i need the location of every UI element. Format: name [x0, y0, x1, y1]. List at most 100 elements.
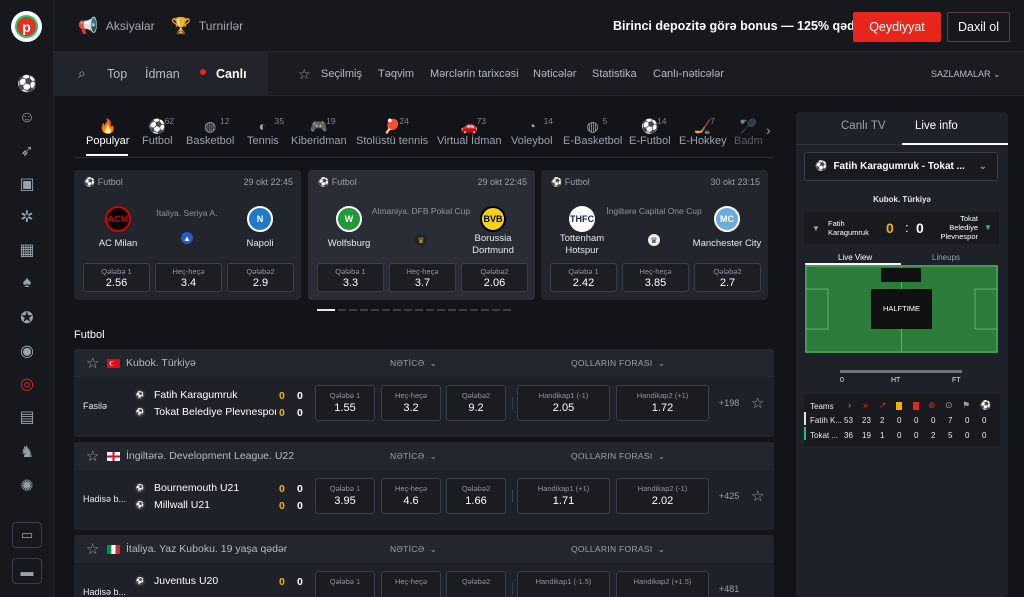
carousel-dot[interactable] — [382, 309, 390, 311]
match-row[interactable]: ☆ İtaliya. Yaz Kuboku. 19 yaşa qədər NƏT… — [74, 535, 774, 597]
favorite-star-icon[interactable]: ☆ — [86, 448, 100, 465]
result-column-header[interactable]: NƏTİCƏ ⌄ — [390, 544, 438, 554]
favorite-star-icon[interactable]: ☆ — [86, 541, 100, 558]
odd-draw[interactable]: Heç-heçə 3.4 — [155, 263, 222, 292]
odd-handicap1[interactable]: Handikap1 (-1) 2.05 — [517, 385, 610, 421]
football-icon[interactable]: ⚽ — [17, 76, 37, 93]
odd-away[interactable]: Qələbə2 9.2 — [446, 385, 506, 421]
category-volleyball[interactable]: ◔ 14 Voleybol — [511, 116, 553, 147]
tab-live-tv[interactable]: Canlı TV — [841, 120, 886, 132]
carousel-dot[interactable] — [393, 309, 401, 311]
more-markets-link[interactable]: +481 — [719, 584, 740, 594]
category-virtual[interactable]: 🚗 73 Virtual İdman — [437, 116, 502, 147]
brand-logo[interactable]: p — [11, 11, 42, 42]
tab-top[interactable]: Top — [107, 67, 128, 81]
category-badminton[interactable]: 🏸 Badm — [734, 118, 763, 147]
ball-icon[interactable]: ◉ — [20, 343, 34, 360]
odd-home[interactable]: Qələbə 1 3.95 — [315, 478, 375, 514]
horse-icon[interactable]: ♞ — [19, 444, 35, 461]
tab-live-info[interactable]: Live info — [915, 120, 958, 132]
match-selector[interactable]: ⚽ Fatih Karagumruk - Tokat ... ⌄ — [804, 152, 998, 181]
settings-dropdown[interactable]: SAZLAMALAR ⌄ — [931, 68, 1001, 80]
category-popular[interactable]: 🔥 Populyar — [86, 118, 129, 147]
link-live-results[interactable]: Canlı-nəticələr — [653, 68, 724, 80]
user-icon[interactable]: ☺ — [18, 109, 36, 126]
odd-home[interactable]: Qələbə 1 1.55 — [315, 385, 375, 421]
link-favorites[interactable]: Seçilmiş — [321, 68, 362, 80]
soccer-ball-icon[interactable]: ✺ — [20, 478, 34, 495]
carousel-dot[interactable] — [437, 309, 445, 311]
odd-away[interactable]: Qələbə2 — [446, 571, 506, 597]
odd-away[interactable]: Qələbə2 1.66 — [446, 478, 506, 514]
carousel-dot[interactable] — [349, 309, 357, 311]
coupon-icon[interactable]: ▤ — [19, 409, 35, 426]
tournaments-link[interactable]: 🏆 Turnirlər — [171, 0, 243, 52]
wheel-icon[interactable]: ✲ — [20, 209, 34, 226]
odd-home[interactable]: Qələbə 1 2.56 — [83, 263, 150, 292]
chevron-right-icon[interactable]: › — [766, 122, 771, 138]
carousel-dot[interactable] — [404, 309, 412, 311]
odd-handicap1[interactable]: Handikap1 (-1.5) — [517, 571, 610, 597]
odd-handicap2[interactable]: Handikap2 (-1) 2.02 — [616, 478, 709, 514]
category-football[interactable]: ⚽ 62 Futbol — [142, 116, 174, 147]
carousel-pagination[interactable] — [317, 309, 511, 311]
login-button[interactable]: Daxil ol — [947, 12, 1010, 42]
bonus-promo[interactable]: Birinci depozitə görə bonus — 125% qədər — [613, 19, 867, 33]
category-e-football[interactable]: ⚽ 14 E-Futbol — [629, 116, 671, 147]
handicap-column-header[interactable]: QOLLARIN FORASI ⌄ — [571, 358, 666, 368]
favorite-star-icon[interactable]: ☆ — [751, 395, 765, 412]
carousel-dot[interactable] — [371, 309, 379, 311]
wallet-icon[interactable]: ▬ — [12, 558, 42, 584]
carousel-dot[interactable] — [481, 309, 489, 311]
chat-icon[interactable]: ▭ — [12, 522, 42, 548]
search-icon[interactable]: ⌕ — [78, 65, 86, 81]
rocket-icon[interactable]: ➶ — [20, 143, 34, 160]
odd-handicap2[interactable]: Handikap2 (+1.5) — [616, 571, 709, 597]
carousel-dot[interactable] — [360, 309, 368, 311]
odd-handicap2[interactable]: Handikap2 (+1) 1.72 — [616, 385, 709, 421]
tab-live-view[interactable]: Live View — [838, 253, 873, 262]
result-column-header[interactable]: NƏTİCƏ ⌄ — [390, 451, 438, 461]
link-bet-history[interactable]: Mərclərin tarixcəsi — [430, 68, 519, 80]
tab-sport[interactable]: İdman — [145, 67, 180, 81]
odd-home[interactable]: Qələbə 1 2.42 — [550, 263, 617, 292]
result-column-header[interactable]: NƏTİCƏ ⌄ — [390, 358, 438, 368]
carousel-dot[interactable] — [459, 309, 467, 311]
odd-draw[interactable]: Heç-heçə — [381, 571, 441, 597]
link-results[interactable]: Nəticələr — [533, 68, 577, 80]
featured-match-card[interactable]: ⚽ Futbol 30 okt 23:15 THFC MC İngiltərə … — [541, 170, 768, 300]
odd-draw[interactable]: Heç-heçə 3.7 — [389, 263, 456, 292]
odd-away[interactable]: Qələbə2 2.06 — [461, 263, 528, 292]
favorite-star-icon[interactable]: ☆ — [86, 355, 100, 372]
carousel-dot[interactable] — [317, 309, 335, 311]
carousel-dot[interactable] — [470, 309, 478, 311]
odd-home[interactable]: Qələbə 1 — [315, 571, 375, 597]
odd-away[interactable]: Qələbə2 2.7 — [694, 263, 761, 292]
odd-home[interactable]: Qələbə 1 3.3 — [317, 263, 384, 292]
star-icon[interactable]: ☆ — [298, 65, 311, 82]
tv-icon[interactable]: ▣ — [19, 176, 35, 193]
handicap-column-header[interactable]: QOLLARIN FORASI ⌄ — [571, 544, 666, 554]
cards-icon[interactable]: ♠ — [22, 274, 32, 291]
slot-icon[interactable]: ▦ — [19, 242, 35, 259]
featured-match-card[interactable]: ⚽ Futbol 29 okt 22:45 W BVB Almaniya. DF… — [308, 170, 535, 300]
category-tennis[interactable]: ◐ 35 Tennis — [247, 116, 284, 147]
match-row[interactable]: ☆ Kubok. Türkiyə NƏTİCƏ ⌄ QOLLARIN FORAS… — [74, 349, 774, 437]
category-basketball[interactable]: ◍ 12 Basketbol — [186, 116, 234, 147]
carousel-dot[interactable] — [415, 309, 423, 311]
esports-icon[interactable]: ✪ — [20, 310, 34, 327]
carousel-dot[interactable] — [448, 309, 456, 311]
carousel-dot[interactable] — [338, 309, 346, 311]
link-statistics[interactable]: Statistika — [592, 68, 637, 80]
category-table-tennis[interactable]: 🏓 24 Stolüstü tennis — [356, 116, 428, 147]
carousel-dot[interactable] — [492, 309, 500, 311]
odd-draw[interactable]: Heç-heçə 4.6 — [381, 478, 441, 514]
match-row[interactable]: ☆ İngiltərə. Development League. U22 NƏT… — [74, 442, 774, 530]
tab-lineups[interactable]: Lineups — [932, 253, 961, 262]
more-markets-link[interactable]: +198 — [719, 398, 740, 408]
register-button[interactable]: Qeydiyyat — [853, 12, 941, 42]
odd-draw[interactable]: Heç-heçə 3.2 — [381, 385, 441, 421]
category-e-hockey[interactable]: 🏒 7 E-Hokkey — [679, 116, 727, 147]
more-markets-link[interactable]: +425 — [719, 491, 740, 501]
handicap-column-header[interactable]: QOLLARIN FORASI ⌄ — [571, 451, 666, 461]
